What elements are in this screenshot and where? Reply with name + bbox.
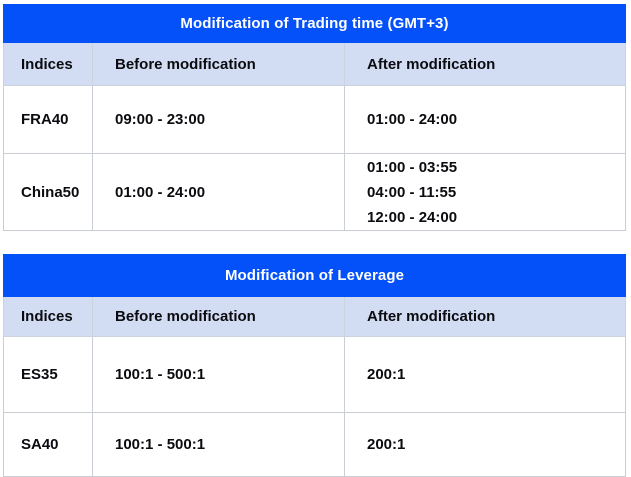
- before-cell: 100:1 - 500:1: [93, 337, 345, 413]
- table-row-china50: China50 01:00 - 24:00 01:00 - 03:55 04:0…: [3, 154, 626, 231]
- index-cell: China50: [3, 154, 93, 231]
- trading-time-table: Modification of Trading time (GMT+3) Ind…: [3, 4, 626, 231]
- after-cell: 01:00 - 03:55 04:00 - 11:55 12:00 - 24:0…: [345, 154, 626, 231]
- column-header-after-modification: After modification: [345, 297, 626, 337]
- column-header-indices: Indices: [3, 297, 93, 337]
- table-row-fra40: FRA40 09:00 - 23:00 01:00 - 24:00: [3, 86, 626, 154]
- before-cell: 100:1 - 500:1: [93, 413, 345, 477]
- column-header-after-modification: After modification: [345, 43, 626, 86]
- index-cell: ES35: [3, 337, 93, 413]
- leverage-header-row: Indices Before modification After modifi…: [3, 297, 626, 337]
- before-cell: 01:00 - 24:00: [93, 154, 345, 231]
- table-spacer: [3, 231, 626, 254]
- after-cell: 200:1: [345, 413, 626, 477]
- after-cell: 01:00 - 24:00: [345, 86, 626, 154]
- column-header-before-modification: Before modification: [93, 43, 345, 86]
- leverage-table-title: Modification of Leverage: [3, 254, 626, 297]
- index-cell: SA40: [3, 413, 93, 477]
- table-row-sa40: SA40 100:1 - 500:1 200:1: [3, 413, 626, 477]
- after-cell: 200:1: [345, 337, 626, 413]
- column-header-before-modification: Before modification: [93, 297, 345, 337]
- leverage-table: Modification of Leverage Indices Before …: [3, 254, 626, 477]
- before-cell: 09:00 - 23:00: [93, 86, 345, 154]
- index-cell: FRA40: [3, 86, 93, 154]
- trading-time-header-row: Indices Before modification After modifi…: [3, 43, 626, 86]
- trading-time-table-title: Modification of Trading time (GMT+3): [3, 4, 626, 43]
- table-row-es35: ES35 100:1 - 500:1 200:1: [3, 337, 626, 413]
- column-header-indices: Indices: [3, 43, 93, 86]
